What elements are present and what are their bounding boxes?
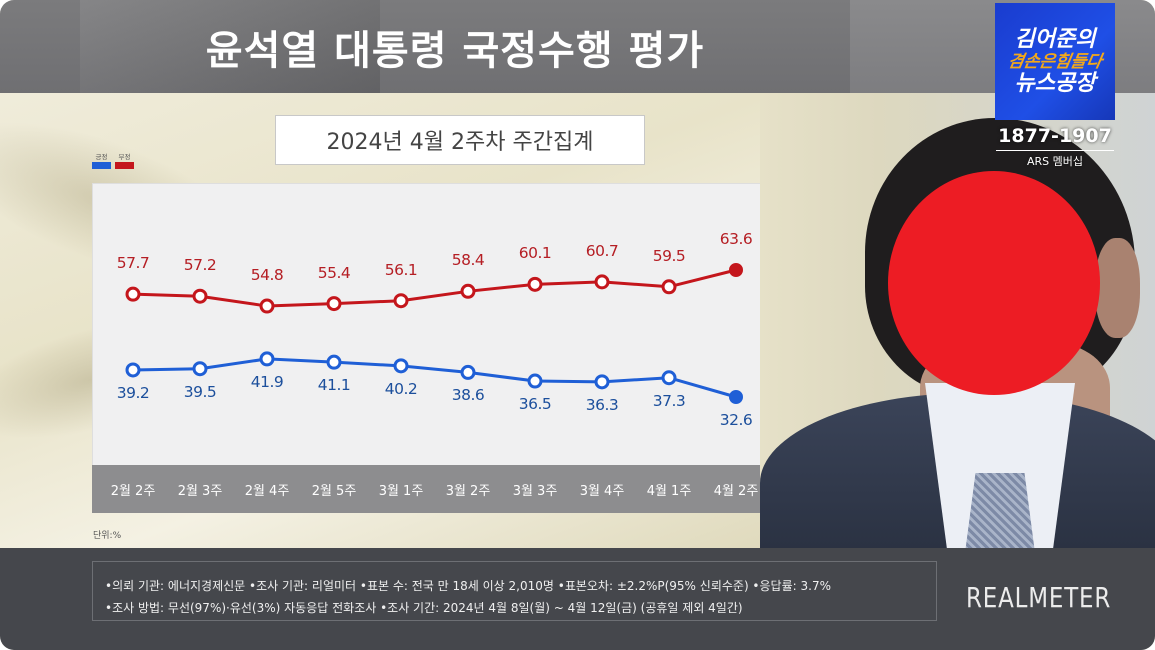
positive-value-label: 39.2 — [116, 383, 150, 402]
positive-value-label: 36.5 — [518, 395, 552, 414]
unit-label: 단위:% — [93, 531, 122, 541]
positive-value-label: 39.5 — [183, 382, 217, 401]
x-axis-tick-label: 2월 2주 — [110, 483, 156, 499]
legend-item-negative: 부정 — [115, 153, 134, 169]
negative-value-label: 57.7 — [116, 254, 150, 273]
positive-value-label: 38.6 — [451, 386, 485, 405]
x-axis-tick-label: 4월 1주 — [646, 483, 692, 499]
positive-value-label: 41.9 — [250, 372, 284, 391]
chart-subtitle: 2024년 4월 2주차 주간집계 — [275, 115, 645, 165]
show-logo-line2: 겸손은힘들다 — [1006, 51, 1104, 72]
survey-notes-line1: •의뢰 기관: 에너지경제신문 •조사 기관: 리얼미터 •표본 수: 전국 만… — [105, 579, 831, 593]
legend-item-positive: 긍정 — [92, 153, 111, 169]
x-axis-tick-label: 2월 3주 — [177, 483, 223, 499]
x-axis-tick-label: 3월 4주 — [579, 483, 625, 499]
legend-label-positive: 긍정 — [95, 153, 108, 161]
negative-value-label: 60.7 — [585, 241, 619, 260]
positive-value-label: 37.3 — [652, 391, 686, 410]
show-logo-line1: 김어준의 — [1014, 26, 1096, 52]
negative-value-label: 55.4 — [317, 263, 351, 282]
x-axis-tick-label: 3월 1주 — [378, 483, 424, 499]
x-axis-tick-label: 4월 2주 — [713, 483, 759, 499]
phone-number: 1877-1907 — [998, 125, 1112, 147]
positive-value-label: 40.2 — [384, 379, 418, 398]
realmeter-logo: REALMETER — [966, 581, 1112, 614]
negative-value-label: 54.8 — [250, 266, 284, 285]
negative-value-label: 60.1 — [518, 244, 552, 263]
legend-swatch-positive — [92, 162, 111, 169]
page-title: 윤석열 대통령 국정수행 평가 — [205, 27, 705, 74]
ars-membership-label: ARS 멤버십 — [1026, 155, 1083, 168]
legend-swatch-negative — [115, 162, 134, 169]
negative-value-label: 63.6 — [719, 230, 753, 248]
face-redaction-circle — [888, 171, 1100, 395]
person-photo — [760, 93, 1155, 548]
x-axis-tick-label: 2월 4주 — [244, 483, 290, 499]
footer-bar — [0, 548, 1155, 650]
x-axis-tick-label: 3월 3주 — [512, 483, 558, 499]
divider — [996, 150, 1114, 151]
show-logo: 김어준의 겸손은힘들다 뉴스공장 — [995, 3, 1115, 120]
x-axis-tick-label: 3월 2주 — [445, 483, 491, 499]
positive-value-label: 41.1 — [317, 376, 351, 395]
x-axis-tick-label: 2월 5주 — [311, 483, 357, 499]
negative-value-label: 56.1 — [384, 260, 418, 279]
negative-value-label: 57.2 — [183, 256, 217, 275]
title-bar — [0, 0, 850, 93]
survey-notes: •의뢰 기관: 에너지경제신문 •조사 기관: 리얼미터 •표본 수: 전국 만… — [92, 561, 937, 621]
chart-legend: 긍정 부정 — [92, 153, 134, 169]
x-axis-band — [92, 465, 778, 513]
legend-label-negative: 부정 — [118, 153, 131, 161]
negative-value-label: 59.5 — [652, 246, 686, 265]
show-logo-line3: 뉴스공장 — [1014, 70, 1096, 96]
survey-notes-line2: •조사 방법: 무선(97%)·유선(3%) 자동응답 전화조사 •조사 기간:… — [105, 601, 743, 615]
positive-value-label: 32.6 — [719, 411, 753, 429]
negative-value-label: 58.4 — [451, 251, 485, 270]
chart-plot-area — [92, 183, 778, 513]
positive-value-label: 36.3 — [585, 395, 619, 414]
